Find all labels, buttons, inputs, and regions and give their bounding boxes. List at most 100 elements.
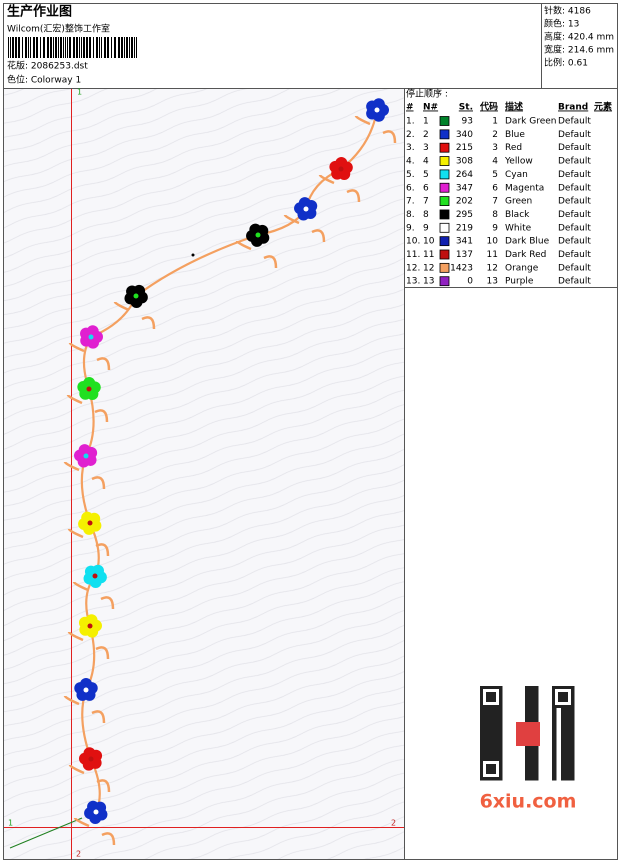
- qr-cell: [534, 690, 539, 695]
- swatch: [439, 249, 450, 260]
- qr-cell: [561, 749, 566, 754]
- row-brand: Default: [558, 130, 591, 140]
- qr-cell: [498, 753, 503, 758]
- qr-cell: [525, 686, 530, 691]
- row-description: Dark Red: [505, 250, 546, 260]
- row-brand: Default: [558, 263, 591, 273]
- qr-cell: [565, 749, 570, 754]
- row-code: 5: [492, 170, 498, 180]
- qr-cell: [552, 758, 557, 763]
- bar: [114, 37, 116, 58]
- row-description: White: [505, 223, 532, 233]
- row-index: 2.: [406, 130, 415, 140]
- swatch: [439, 276, 450, 287]
- leaf: [235, 240, 252, 251]
- petal: [124, 292, 137, 305]
- qr-cell: [480, 722, 485, 727]
- qr-cell: [570, 740, 575, 745]
- bar: [67, 37, 68, 58]
- qr-cell: [565, 731, 570, 736]
- qr-cell: [565, 753, 570, 758]
- row-description: Blue: [505, 130, 525, 140]
- qr-cell: [552, 776, 557, 781]
- bar: [30, 37, 31, 58]
- row-stitches: 264: [456, 170, 473, 180]
- qr-cell: [570, 767, 575, 772]
- qr-cell: [498, 717, 503, 722]
- qr-cell: [561, 731, 566, 736]
- qr-cell: [484, 713, 489, 718]
- qr-cell: [552, 744, 557, 749]
- row-description: Orange: [505, 263, 539, 273]
- qr-cell: [534, 686, 539, 691]
- qr-cell: [529, 686, 534, 691]
- bar: [65, 37, 66, 58]
- qr-cell: [565, 771, 570, 776]
- bar: [36, 37, 38, 58]
- leaf: [141, 316, 156, 330]
- bar: [40, 37, 41, 58]
- qr-cell: [561, 744, 566, 749]
- qr-cell: [480, 735, 485, 740]
- qr-cell: [493, 735, 498, 740]
- row-code: 8: [492, 210, 498, 220]
- flower-center: [92, 573, 98, 579]
- leaf: [94, 409, 109, 423]
- qr-cell: [484, 735, 489, 740]
- qr-cell: [493, 744, 498, 749]
- qr-cell: [565, 762, 570, 767]
- row-n: 7: [423, 197, 429, 207]
- qr-cell: [565, 726, 570, 731]
- row-n: 12: [423, 263, 434, 273]
- flower-center: [374, 107, 380, 113]
- bar: [76, 37, 78, 58]
- bar: [124, 37, 125, 58]
- flower-center: [133, 293, 139, 299]
- row-code: 10: [487, 237, 499, 247]
- row-code: 11: [487, 250, 498, 260]
- bar: [134, 37, 135, 58]
- qr-cell: [484, 731, 489, 736]
- flower-center: [255, 232, 261, 238]
- bar: [50, 37, 52, 58]
- qr-finder: [486, 764, 496, 774]
- row-stitches: 341: [456, 237, 473, 247]
- qr-cell: [534, 776, 539, 781]
- qr-cell: [525, 699, 530, 704]
- row-code: 9: [492, 223, 498, 233]
- row-index: 1.: [406, 117, 415, 127]
- row-brand: Default: [558, 143, 591, 153]
- bar: [73, 37, 75, 58]
- row-n: 9: [423, 223, 429, 233]
- leaf: [96, 357, 111, 371]
- leaf: [346, 189, 361, 203]
- qr-cell: [534, 713, 539, 718]
- row-index: 12.: [406, 263, 420, 273]
- row-code: 1: [492, 117, 498, 127]
- swatch: [439, 209, 450, 220]
- bar: [8, 37, 9, 58]
- row-description: Dark Blue: [505, 237, 550, 247]
- row-stitches: 137: [456, 250, 473, 260]
- qr-cell: [552, 713, 557, 718]
- qr-cell: [493, 717, 498, 722]
- swatch: [439, 236, 450, 247]
- qr-cell: [570, 758, 575, 763]
- table-title: 停止顺序 :: [406, 88, 448, 100]
- qr-cell: [529, 767, 534, 772]
- qr-cell: [534, 744, 539, 749]
- colorway: 色位: Colorway 1: [7, 74, 81, 86]
- qr-cell: [489, 713, 494, 718]
- column-header: 描述: [505, 101, 523, 113]
- leaf: [66, 394, 83, 405]
- qr-cell: [552, 717, 557, 722]
- leaf: [95, 646, 110, 660]
- qr-cell: [484, 744, 489, 749]
- row-description: Cyan: [505, 170, 528, 180]
- row-code: 13: [487, 277, 498, 287]
- qr-cell: [570, 735, 575, 740]
- qr-cell: [529, 749, 534, 754]
- qr-cell: [561, 717, 566, 722]
- petal: [74, 682, 87, 695]
- row-stitches: 1423: [450, 263, 473, 273]
